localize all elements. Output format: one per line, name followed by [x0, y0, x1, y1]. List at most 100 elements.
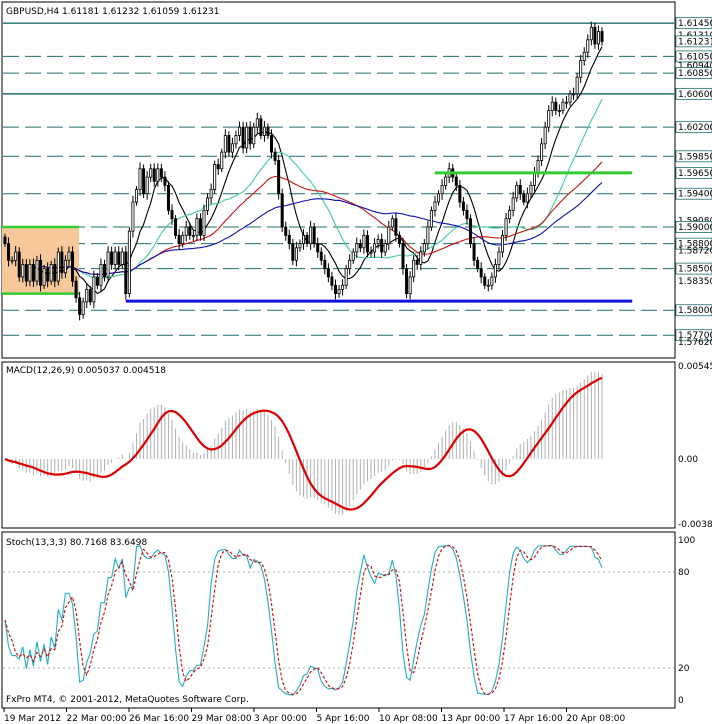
price-label-text: 1.61450: [678, 19, 712, 29]
candle-body: [316, 243, 320, 253]
candle-body: [85, 289, 89, 303]
price-label: 1.60940: [678, 62, 712, 72]
candle-body: [593, 26, 597, 45]
candle-body: [17, 251, 21, 278]
candle-body: [365, 234, 369, 253]
candle-body: [461, 201, 465, 211]
stoch-header: Stoch(13,3,3) 80.7168 83.6498: [6, 538, 147, 548]
footer-copyright: FxPro MT4, © 2001-2012, MetaQuotes Softw…: [6, 695, 249, 705]
candle-body: [490, 276, 494, 286]
candle-body: [536, 160, 540, 174]
price-label-text: 1.59650: [678, 169, 712, 179]
candle-body: [412, 259, 416, 278]
macd-panel: 0.00545 0.00 -0.00381 MACD(12,26,9) 0.0050…: [1, 361, 712, 530]
candle-body: [401, 243, 405, 270]
price-axis: 1.614501.613101.612311.610501.609401.608…: [675, 17, 712, 348]
candle-body: [67, 251, 71, 261]
candle-body: [255, 118, 259, 128]
candle-body: [209, 189, 213, 199]
candle-body: [486, 284, 490, 287]
time-tick-label: 20 Apr 08:00: [567, 714, 626, 724]
candle-body: [241, 126, 245, 149]
candle-body: [426, 226, 430, 245]
candle-body: [479, 268, 483, 278]
candle-body: [596, 31, 600, 45]
time-tick-label: 13 Apr 00:00: [442, 714, 501, 724]
price-label-box: [675, 150, 712, 163]
candle-body: [117, 251, 121, 265]
stoch-lines: [3, 544, 674, 696]
price-label: 1.59850: [675, 150, 712, 163]
price-label: 1.59650: [675, 167, 712, 179]
price-label: 1.61450: [675, 17, 712, 29]
candle-body: [181, 234, 185, 245]
price-label-box: [675, 262, 712, 275]
candle-body: [572, 93, 576, 96]
candle-body: [437, 193, 441, 203]
candle-body: [106, 251, 110, 278]
candle-body: [529, 185, 533, 195]
candle-body: [408, 276, 412, 294]
candle-body: [458, 185, 462, 203]
price-label-text: 1.60850: [678, 69, 712, 79]
candle-body: [422, 243, 426, 253]
price-label-box: [675, 87, 712, 100]
stoch-axis-label: 80: [678, 568, 690, 578]
candle-body: [206, 197, 210, 211]
time-tick-label: 5 Apr 16:00: [317, 714, 370, 724]
price-label: 1.60850: [675, 67, 712, 79]
time-tick-label: 10 Apr 08:00: [379, 714, 438, 724]
candle-body: [42, 268, 46, 286]
candle-body: [170, 209, 174, 220]
candle-body: [177, 234, 181, 245]
candle-body: [326, 268, 330, 278]
candle-body: [497, 251, 501, 265]
candle-body: [333, 284, 337, 294]
candle-body: [358, 243, 362, 249]
macd-axis-label: -0.00381: [678, 520, 712, 530]
candle-body: [92, 276, 96, 303]
candle-body: [429, 209, 433, 228]
candle-body: [500, 234, 504, 253]
candle-body: [227, 135, 231, 153]
candle-body: [564, 101, 568, 104]
candle-body: [440, 185, 444, 195]
candle-body: [46, 268, 50, 282]
stoch-panel: 100 80 20 0 Stoch(13,3,3) 80.7168 83.6498 F…: [1, 531, 695, 709]
candle-body: [554, 101, 558, 111]
candle-body: [504, 218, 508, 236]
macd-header: MACD(12,26,9) 0.005037 0.004518: [6, 366, 166, 376]
candle-body: [127, 230, 131, 294]
candle-body: [405, 268, 409, 294]
candle-body: [113, 251, 117, 265]
price-label: 1.58000: [675, 304, 712, 316]
candle-body: [195, 218, 199, 236]
price-label-box: [675, 221, 712, 233]
candle-body: [397, 234, 401, 245]
candle-body: [415, 259, 419, 265]
drawn-lines: [125, 171, 633, 303]
candle-body: [508, 209, 512, 220]
candle-body: [266, 126, 270, 136]
time-tick-label: 26 Mar 16:00: [129, 714, 189, 724]
price-label: 1.57700: [675, 329, 712, 341]
price-label-text: 1.61231: [678, 37, 712, 47]
candle-body: [323, 259, 327, 270]
price-label-text: 1.59400: [678, 190, 712, 200]
price-label: 1.61231: [675, 35, 712, 47]
candle-body: [515, 185, 519, 199]
stoch-axis-label: 20: [678, 664, 690, 674]
candle-body: [202, 209, 206, 236]
time-tick-label: 3 Apr 00:00: [254, 714, 307, 724]
price-label-text: 1.59000: [678, 223, 712, 233]
candle-body: [198, 218, 202, 236]
candle-body: [387, 226, 391, 245]
price-label-text: 1.58720: [678, 246, 712, 256]
candle-body: [575, 76, 579, 95]
candle-body: [586, 39, 590, 53]
macd-signal-line: [4, 376, 603, 511]
candle-body: [369, 251, 373, 254]
candle-body: [568, 93, 572, 103]
candle-body: [532, 172, 536, 186]
candle-body: [337, 289, 341, 294]
